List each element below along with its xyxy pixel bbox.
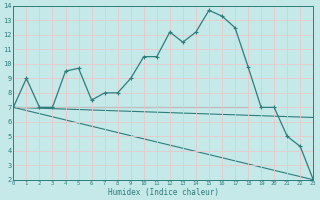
X-axis label: Humidex (Indice chaleur): Humidex (Indice chaleur) xyxy=(108,188,219,197)
